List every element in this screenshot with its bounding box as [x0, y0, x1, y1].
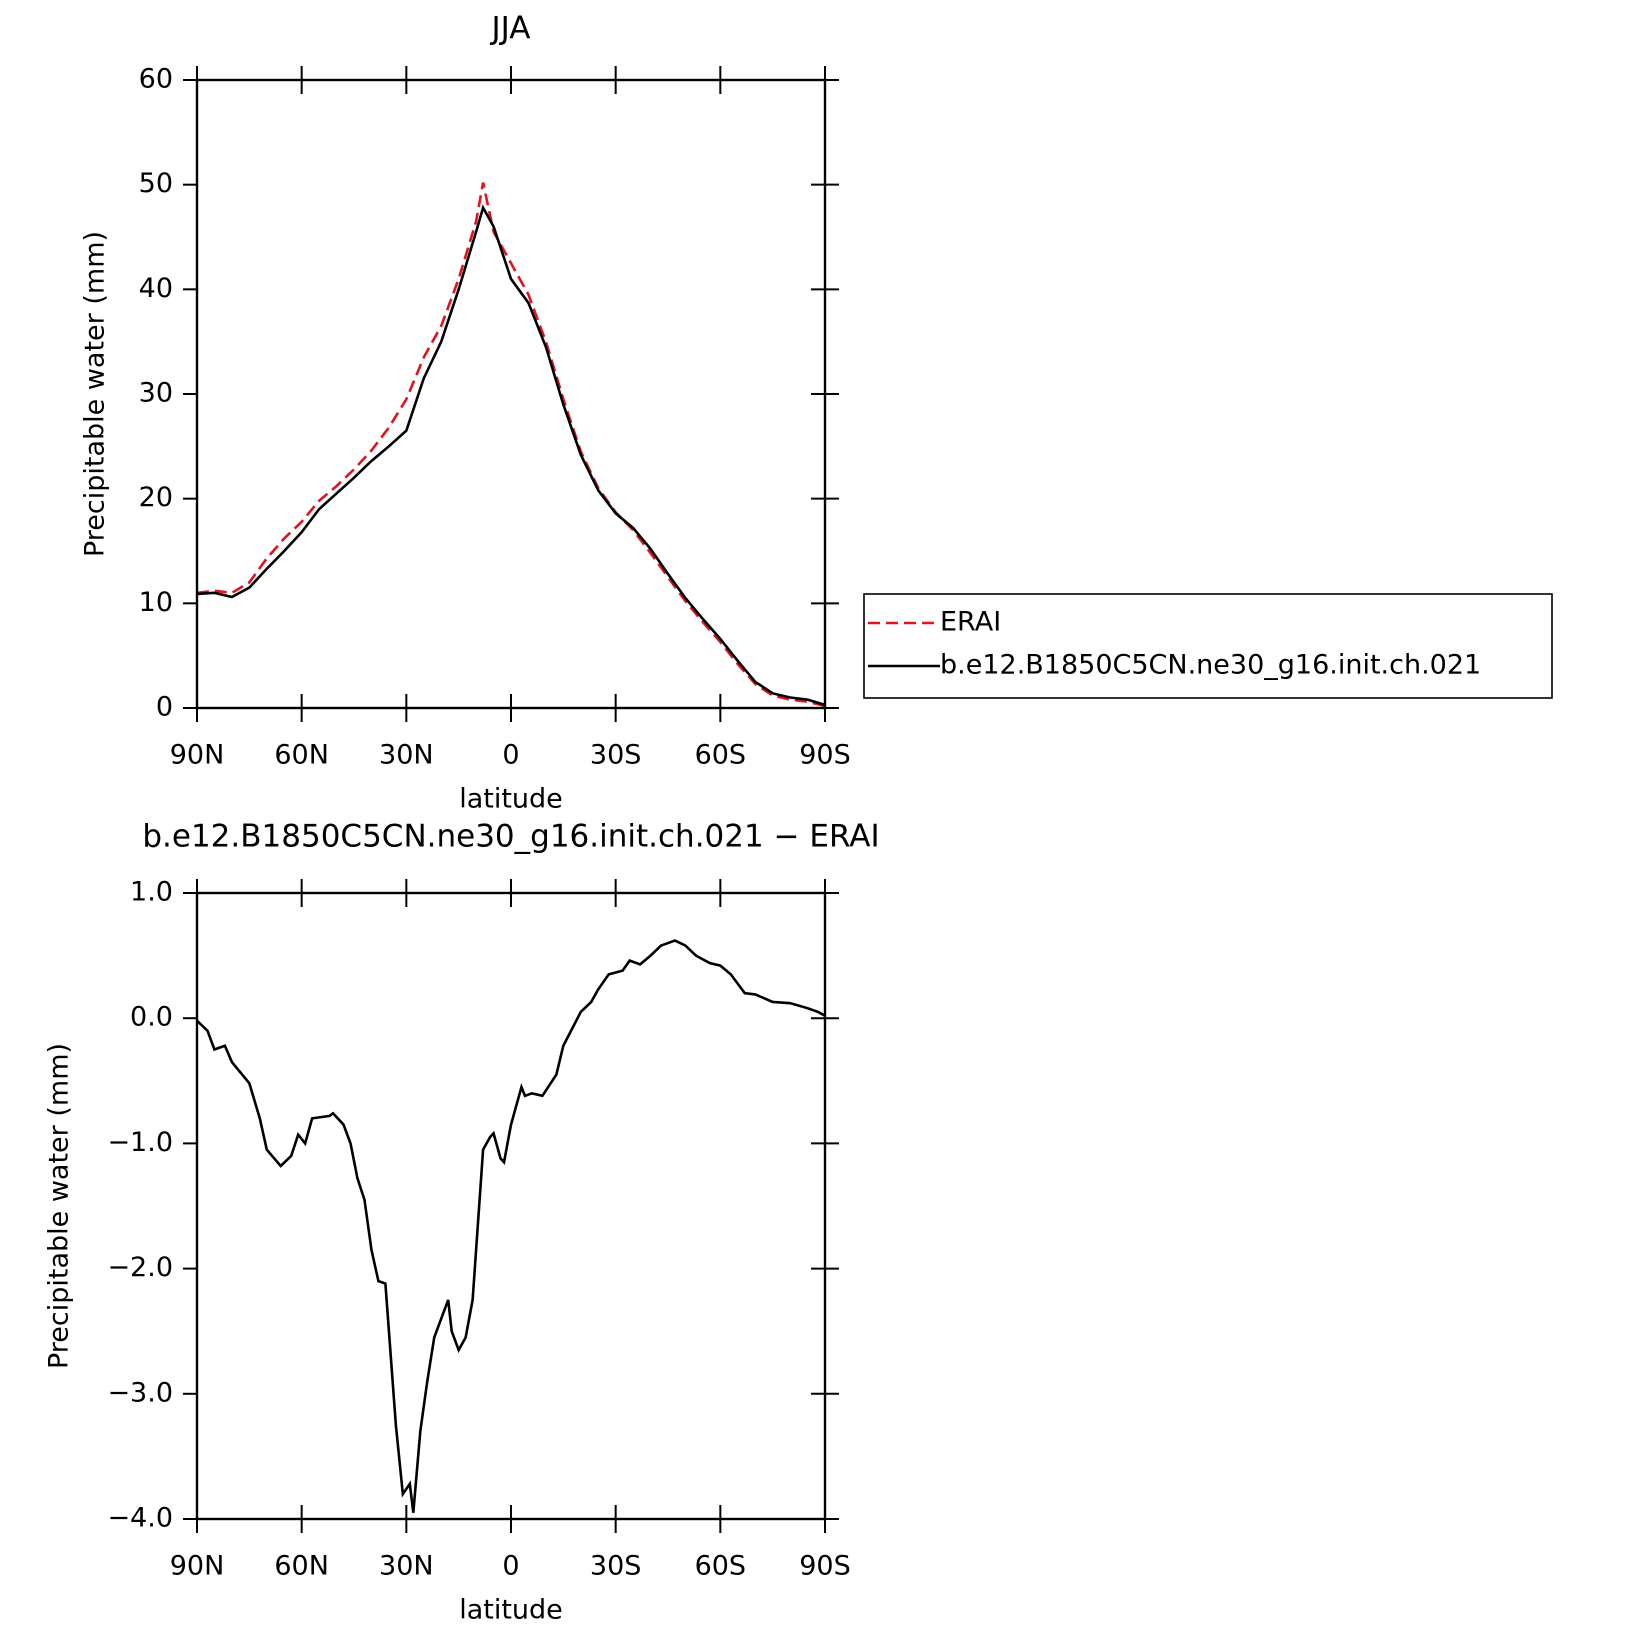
x-tick-label: 60S — [695, 740, 747, 771]
legend-label: ERAI — [940, 607, 1001, 638]
x-tick-label: 60N — [274, 1551, 329, 1582]
y-tick-label: 50 — [139, 168, 173, 199]
chart-title: b.e12.B1850C5CN.ne30_g16.init.ch.021 − E… — [142, 819, 879, 855]
data-line — [196, 939, 826, 1513]
chart-title: JJA — [490, 11, 531, 47]
y-tick-label: 60 — [139, 64, 173, 95]
x-tick-label: 60S — [695, 1551, 747, 1582]
plot-frame — [195, 78, 827, 710]
x-axis-label: latitude — [459, 784, 563, 815]
x-tick-label: 90S — [799, 1551, 851, 1582]
y-tick-label: 20 — [139, 482, 173, 513]
x-tick-label: 0 — [502, 740, 519, 771]
y-axis-label: Precipitable water (mm) — [80, 231, 111, 557]
y-tick-label: 40 — [139, 273, 173, 304]
y-tick-label: 0 — [156, 692, 173, 723]
x-tick-label: 60N — [274, 740, 329, 771]
y-tick-label: 30 — [139, 378, 173, 409]
y-tick-label: −4.0 — [107, 1503, 173, 1534]
y-axis-label: Precipitable water (mm) — [44, 1043, 75, 1369]
panel: b.e12.B1850C5CN.ne30_g16.init.ch.021 − E… — [44, 819, 880, 1625]
legend-box — [863, 593, 1553, 699]
data-line — [196, 204, 826, 707]
y-tick-label: −1.0 — [107, 1127, 173, 1158]
x-tick-label: 30N — [379, 1551, 434, 1582]
x-tick-label: 0 — [502, 1551, 519, 1582]
x-tick-label: 30N — [379, 740, 434, 771]
y-tick-label: −2.0 — [107, 1252, 173, 1283]
data-line — [196, 182, 826, 708]
x-tick-label: 90N — [170, 1551, 225, 1582]
x-tick-label: 30S — [590, 740, 642, 771]
x-axis-label: latitude — [459, 1595, 563, 1625]
x-tick-label: 90N — [170, 740, 225, 771]
x-tick-label: 30S — [590, 1551, 642, 1582]
plot-frame — [195, 891, 827, 1521]
y-tick-label: 10 — [139, 587, 173, 618]
x-tick-label: 90S — [799, 740, 851, 771]
y-tick-label: 0.0 — [130, 1002, 173, 1033]
y-tick-label: −3.0 — [107, 1377, 173, 1408]
legend-label: b.e12.B1850C5CN.ne30_g16.init.ch.021 — [940, 650, 1481, 681]
y-tick-label: 1.0 — [130, 877, 173, 908]
panel: JJA latitude Precipitable water (mm) 0 10 20 3… — [80, 11, 1553, 815]
